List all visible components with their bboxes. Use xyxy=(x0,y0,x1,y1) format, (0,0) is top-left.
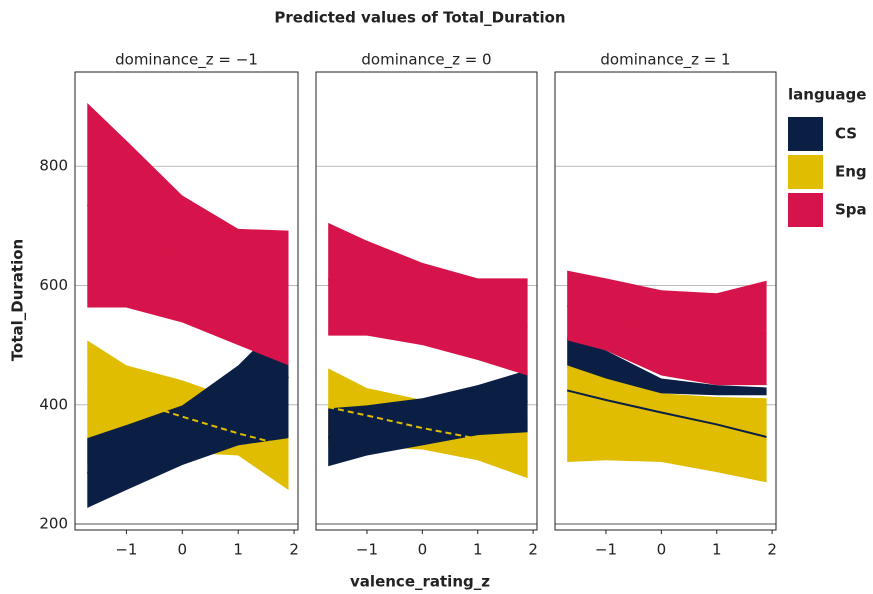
fit-line xyxy=(566,389,767,438)
panel-border xyxy=(315,71,538,531)
y-tick-label: 400 xyxy=(39,395,68,413)
fit-line xyxy=(567,412,767,442)
panel-border xyxy=(554,71,777,531)
legend-label: Spa xyxy=(835,201,867,219)
legend-key xyxy=(788,155,823,189)
fit-line xyxy=(328,400,528,439)
x-tick-label: 2 xyxy=(289,541,299,559)
fit-line xyxy=(87,385,289,448)
x-tick-label: 0 xyxy=(657,541,667,559)
ribbon xyxy=(567,270,767,386)
y-tick-label: 600 xyxy=(39,276,68,294)
panel-title: dominance_z = −1 xyxy=(115,51,258,70)
chart-title: Predicted values of Total_Duration xyxy=(274,9,565,27)
x-tick-label: 0 xyxy=(418,541,428,559)
legend-label: Eng xyxy=(835,163,867,181)
panel-title: dominance_z = 0 xyxy=(361,51,491,70)
ribbon xyxy=(87,103,289,366)
fit-line xyxy=(86,375,289,475)
panel-border xyxy=(74,71,299,531)
x-tick-label: −1 xyxy=(115,541,137,559)
x-tick-label: −1 xyxy=(356,541,378,559)
x-tick-label: −1 xyxy=(595,541,617,559)
fit-line xyxy=(566,304,767,341)
x-tick-label: 0 xyxy=(178,541,188,559)
ribbon xyxy=(328,222,528,376)
x-tick-label: 2 xyxy=(528,541,538,559)
ribbon xyxy=(87,315,289,508)
legend-title: language xyxy=(788,86,866,104)
x-tick-label: 2 xyxy=(767,541,777,559)
x-tick-label: 1 xyxy=(233,541,243,559)
x-tick-label: 1 xyxy=(712,541,722,559)
fit-line xyxy=(86,204,289,299)
fit-line xyxy=(327,278,528,329)
legend-label: CS xyxy=(835,125,857,143)
y-axis-label: Total_Duration xyxy=(9,239,27,361)
legend-key xyxy=(788,117,823,151)
y-tick-label: 800 xyxy=(39,157,68,175)
legend-key xyxy=(788,193,823,227)
ribbon xyxy=(567,337,767,396)
x-axis-label: valence_rating_z xyxy=(350,573,490,591)
panel-title: dominance_z = 1 xyxy=(600,51,730,70)
ribbon xyxy=(328,370,528,467)
y-tick-label: 200 xyxy=(39,515,68,533)
ribbon xyxy=(567,365,767,483)
x-tick-label: 1 xyxy=(473,541,483,559)
